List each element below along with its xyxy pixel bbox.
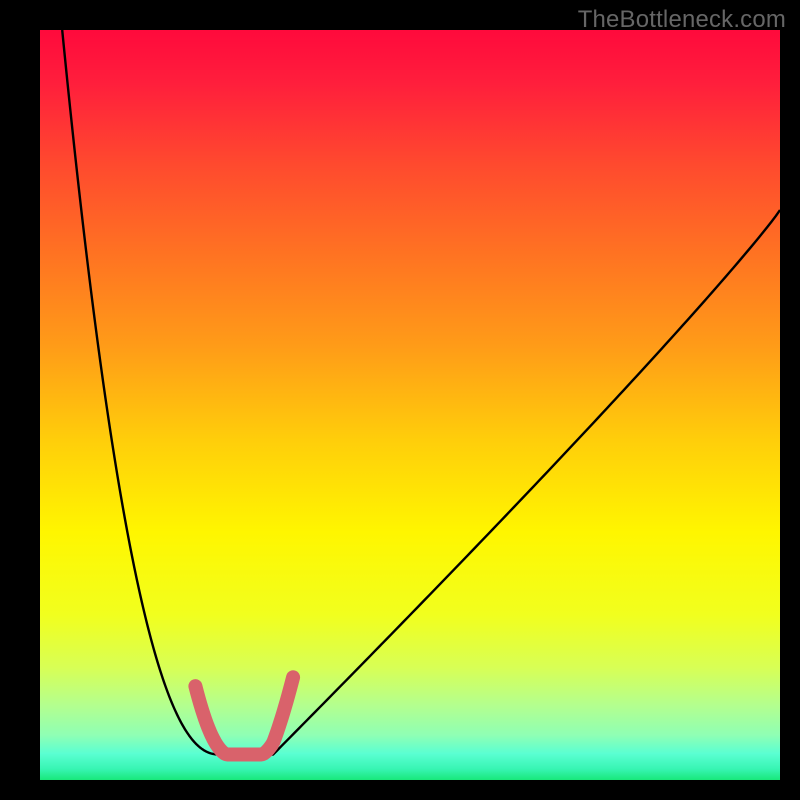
- gradient-background: [40, 30, 780, 780]
- plot-area: [40, 30, 780, 780]
- plot-svg: [40, 30, 780, 780]
- chart-stage: TheBottleneck.com: [0, 0, 800, 800]
